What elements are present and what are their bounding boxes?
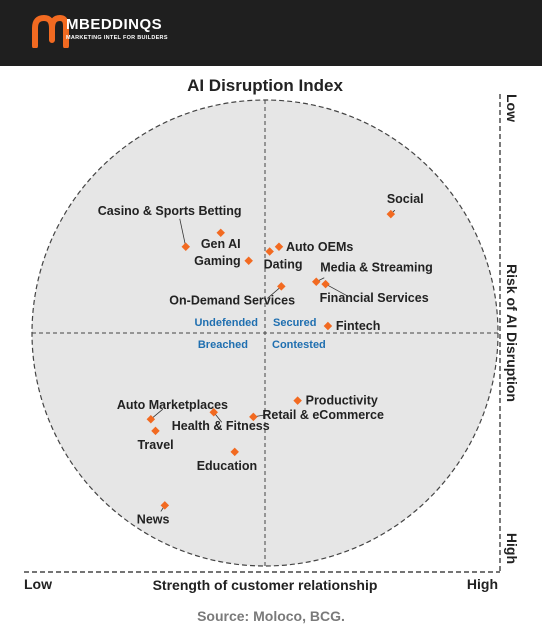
data-point-financial-services	[321, 279, 330, 289]
data-points: Social Casino & Sports Betting Gen AI Auto …	[98, 192, 433, 526]
brand-name: MBEDDINQS	[66, 16, 163, 33]
y-axis-title: Risk of AI Disruption	[504, 264, 520, 402]
data-label-gaming: Gaming	[194, 254, 241, 268]
data-label-on-demand-services: On-Demand Services	[169, 293, 295, 307]
source-note: Source: Moloco, BCG.	[197, 608, 345, 624]
data-point-media-streaming	[312, 277, 321, 286]
data-point-news	[160, 501, 170, 510]
data-point-auto-marketplaces	[146, 414, 156, 424]
data-label-gen-ai: Gen AI	[201, 237, 241, 251]
quadrant-label-secured: Secured	[273, 317, 316, 329]
brand-tagline: MARKETING INTEL FOR BUILDERS	[66, 35, 168, 41]
data-point-education	[230, 447, 239, 457]
leader-line-financial-services	[325, 283, 348, 297]
data-label-education: Education	[197, 459, 257, 473]
x-axis-title: Strength of customer relationship	[153, 577, 378, 593]
data-point-productivity	[293, 396, 302, 405]
data-point-retail-ecommerce	[249, 412, 258, 422]
data-point-travel	[151, 426, 160, 436]
leader-line-on-demand-services	[267, 286, 282, 299]
y-axis-high-label: High	[504, 533, 520, 564]
brand-logo-icon	[32, 14, 69, 48]
data-point-casino-sports-betting	[181, 242, 191, 252]
data-label-productivity: Productivity	[306, 394, 378, 408]
data-point-fintech	[323, 321, 333, 331]
data-label-news: News	[137, 512, 170, 526]
data-label-dating: Dating	[264, 257, 303, 271]
quadrant-label-undefended: Undefended	[194, 317, 258, 329]
data-point-on-demand-services	[277, 282, 286, 291]
quadrant-label-contested: Contested	[272, 339, 326, 351]
quadrant-label-breached: Breached	[198, 339, 248, 351]
x-axis-high-label: High	[467, 576, 498, 592]
data-label-casino-sports-betting: Casino & Sports Betting	[98, 204, 242, 218]
data-point-gen-ai	[216, 228, 225, 238]
data-point-dating	[265, 247, 274, 256]
data-label-media-streaming: Media & Streaming	[320, 261, 433, 275]
data-label-health-fitness: Health & Fitness	[172, 419, 270, 433]
data-label-fintech: Fintech	[336, 319, 380, 333]
data-label-auto-oems: Auto OEMs	[286, 240, 353, 254]
data-label-travel: Travel	[137, 438, 173, 452]
ai-disruption-chart: AI Disruption Index Undefended Secured B…	[24, 76, 520, 593]
data-point-social	[386, 209, 396, 219]
leader-line-casino-sports-betting	[179, 218, 187, 247]
brand-header: MBEDDINQS MARKETING INTEL FOR BUILDERS	[0, 0, 542, 66]
chart-title: AI Disruption Index	[187, 76, 343, 95]
y-axis-low-label: Low	[504, 94, 520, 122]
data-point-health-fitness	[209, 407, 218, 417]
x-axis-low-label: Low	[24, 576, 52, 592]
data-label-auto-marketplaces: Auto Marketplaces	[117, 398, 228, 412]
data-label-social: Social	[387, 192, 424, 206]
data-label-financial-services: Financial Services	[320, 291, 429, 305]
data-point-auto-oems	[274, 242, 284, 252]
data-point-gaming	[244, 256, 253, 266]
data-label-retail-ecommerce: Retail & eCommerce	[262, 408, 384, 422]
